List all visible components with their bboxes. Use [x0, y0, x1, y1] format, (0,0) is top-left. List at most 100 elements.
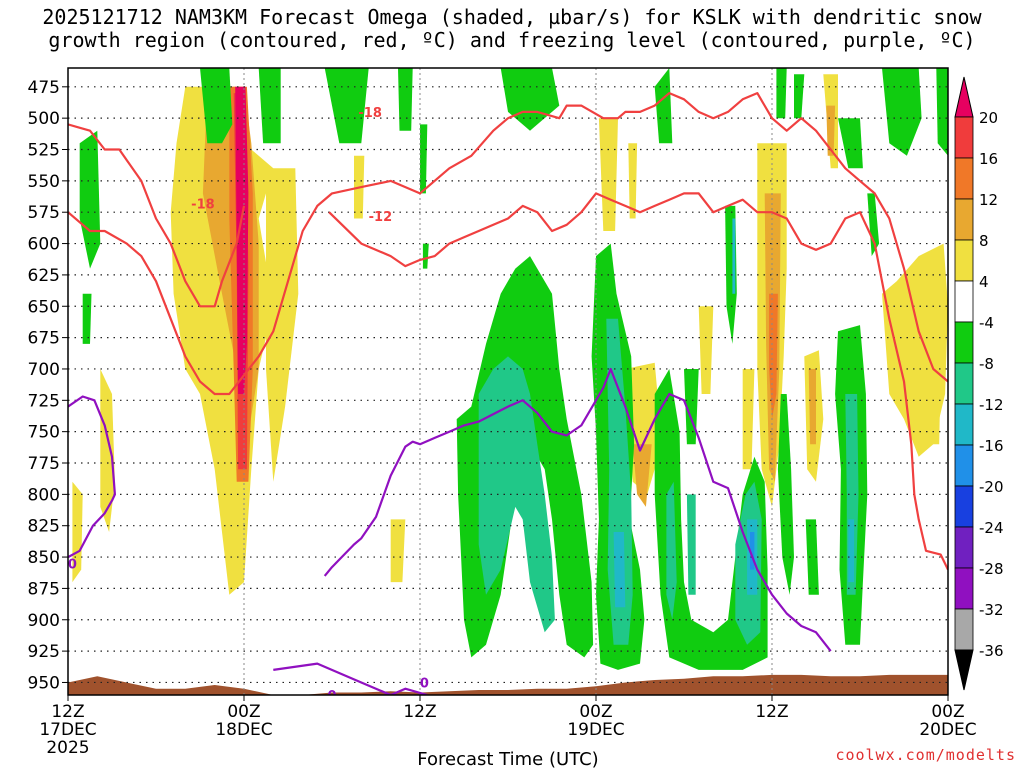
x-tick-label-60-2: 20DEC [919, 720, 976, 740]
y-tick-label-950: 950 [28, 673, 60, 693]
colorbar-label-13: -36 [979, 642, 1004, 660]
omega-region-33 [500, 68, 560, 131]
x-tick-label-36-1: 00Z [579, 702, 612, 722]
omega-region-39 [867, 193, 880, 257]
omega-region-24 [926, 369, 941, 445]
terrain-fill [68, 674, 948, 695]
y-axis: 475 500 525 550 575 600 625 650 675 700 725 750 775 8… [28, 78, 68, 693]
colorbar-segment-6 [954, 362, 974, 405]
y-tick-label-875: 875 [28, 579, 60, 599]
chart-title: 2025121712 NAM3KM Forecast Omega (shaded… [0, 6, 1024, 52]
colorbar-segment-0 [954, 116, 974, 159]
y-tick-label-650: 650 [28, 297, 60, 317]
omega-region-22 [808, 369, 816, 445]
contours: -18 -18 -12 0 0 0 [68, 92, 948, 704]
x-tick-label-24-1: 12Z [403, 702, 436, 722]
colorbar-segment-2 [954, 198, 974, 241]
omega-region-35 [776, 68, 787, 119]
colorbar-segment-5 [954, 321, 974, 364]
dgz-contour-line-1 [68, 92, 948, 396]
omega-region-14 [698, 306, 714, 394]
colorbar-segment-1 [954, 157, 974, 200]
omega-region-1 [266, 168, 299, 482]
freezing-contour-label-1: 0 [327, 689, 336, 704]
colorbar-segment-12 [954, 608, 974, 651]
y-tick-label-600: 600 [28, 235, 60, 255]
colorbar-label-2: 12 [979, 191, 998, 209]
omega-region-51 [666, 481, 677, 620]
y-tick-label-525: 525 [28, 141, 60, 161]
colorbar-segment-11 [954, 567, 974, 610]
dgz-contour-label-1: -18 [358, 106, 382, 121]
y-tick-label-475: 475 [28, 78, 60, 98]
omega-region-12 [598, 118, 618, 231]
omega-region-34 [654, 68, 673, 144]
omega-region-9 [390, 519, 406, 583]
y-tick-label-850: 850 [28, 548, 60, 568]
terrain-profile [68, 674, 948, 695]
y-tick-label-675: 675 [28, 329, 60, 349]
colorbar-label-0: 20 [979, 109, 998, 127]
y-tick-label-800: 800 [28, 485, 60, 505]
omega-region-26 [82, 293, 92, 344]
omega-region-5 [235, 86, 249, 395]
credit-text: coolwx.com/modelts [835, 746, 1016, 764]
freezing-contour-label-2: 0 [420, 676, 429, 691]
omega-region-52 [686, 494, 696, 595]
colorbar-label-7: -12 [979, 396, 1004, 414]
omega-region-37 [838, 118, 863, 169]
x-axis-label: Forecast Time (UTC) [417, 749, 598, 768]
omega-region-15 [742, 369, 755, 470]
colorbar-label-8: -16 [979, 437, 1004, 455]
freezing-contour-label-0: 0 [68, 557, 77, 572]
omega-region-56 [732, 218, 736, 294]
colorbar-segment-7 [954, 403, 974, 446]
dgz-contour-line-0 [68, 123, 246, 308]
dgz-contour-label-0: -18 [191, 197, 215, 212]
omega-region-55 [613, 532, 626, 608]
colorbar-segment-10 [954, 526, 974, 569]
title-line-2: growth region (contoured, red, ºC) and f… [48, 28, 976, 52]
y-tick-label-825: 825 [28, 517, 60, 537]
colorbar-label-3: 8 [979, 232, 989, 250]
omega-region-28 [258, 68, 281, 144]
omega-region-58 [848, 519, 855, 583]
x-tick-label-48-1: 12Z [755, 702, 788, 722]
omega-region-25 [79, 130, 101, 269]
colorbar-top-arrow [954, 76, 974, 118]
colorbar-label-9: -20 [979, 478, 1004, 496]
colorbar-label-10: -24 [979, 519, 1004, 537]
colorbar-segment-4 [954, 280, 974, 323]
colorbar-segment-8 [954, 444, 974, 487]
freezing-contour-line-2 [323, 367, 832, 652]
y-tick-label-575: 575 [28, 203, 60, 223]
omega-region-31 [420, 124, 428, 194]
y-tick-label-550: 550 [28, 172, 60, 192]
x-tick-label-36-2: 19DEC [567, 720, 624, 740]
y-tick-label-750: 750 [28, 423, 60, 443]
colorbar-bottom-arrow [954, 649, 974, 691]
x-tick-label-12-1: 00Z [227, 702, 260, 722]
y-tick-label-500: 500 [28, 109, 60, 129]
y-tick-label-925: 925 [28, 642, 60, 662]
colorbar: 20 16 12 8 4 -4 -8 -12 -16 -20 -24 -28 -32 -36 [954, 76, 1004, 691]
omega-region-32 [422, 243, 429, 269]
plot-frame [67, 67, 949, 696]
omega-region-46 [777, 394, 794, 595]
colorbar-label-12: -32 [979, 601, 1004, 619]
omega-region-36 [794, 74, 805, 119]
omega-region-48 [805, 519, 819, 595]
x-tick-label-0-2: 17DEC [39, 720, 96, 740]
omega-region-50 [606, 318, 633, 645]
omega-region-38 [882, 68, 922, 156]
x-tick-label-0-3: 2025 [46, 738, 89, 758]
omega-region-11 [632, 444, 652, 507]
colorbar-label-1: 16 [979, 150, 998, 168]
y-tick-label-700: 700 [28, 360, 60, 380]
omega-region-18 [769, 293, 778, 420]
freezing-contour-line-1 [273, 662, 428, 695]
omega-region-44 [684, 369, 699, 445]
y-tick-label-625: 625 [28, 266, 60, 286]
